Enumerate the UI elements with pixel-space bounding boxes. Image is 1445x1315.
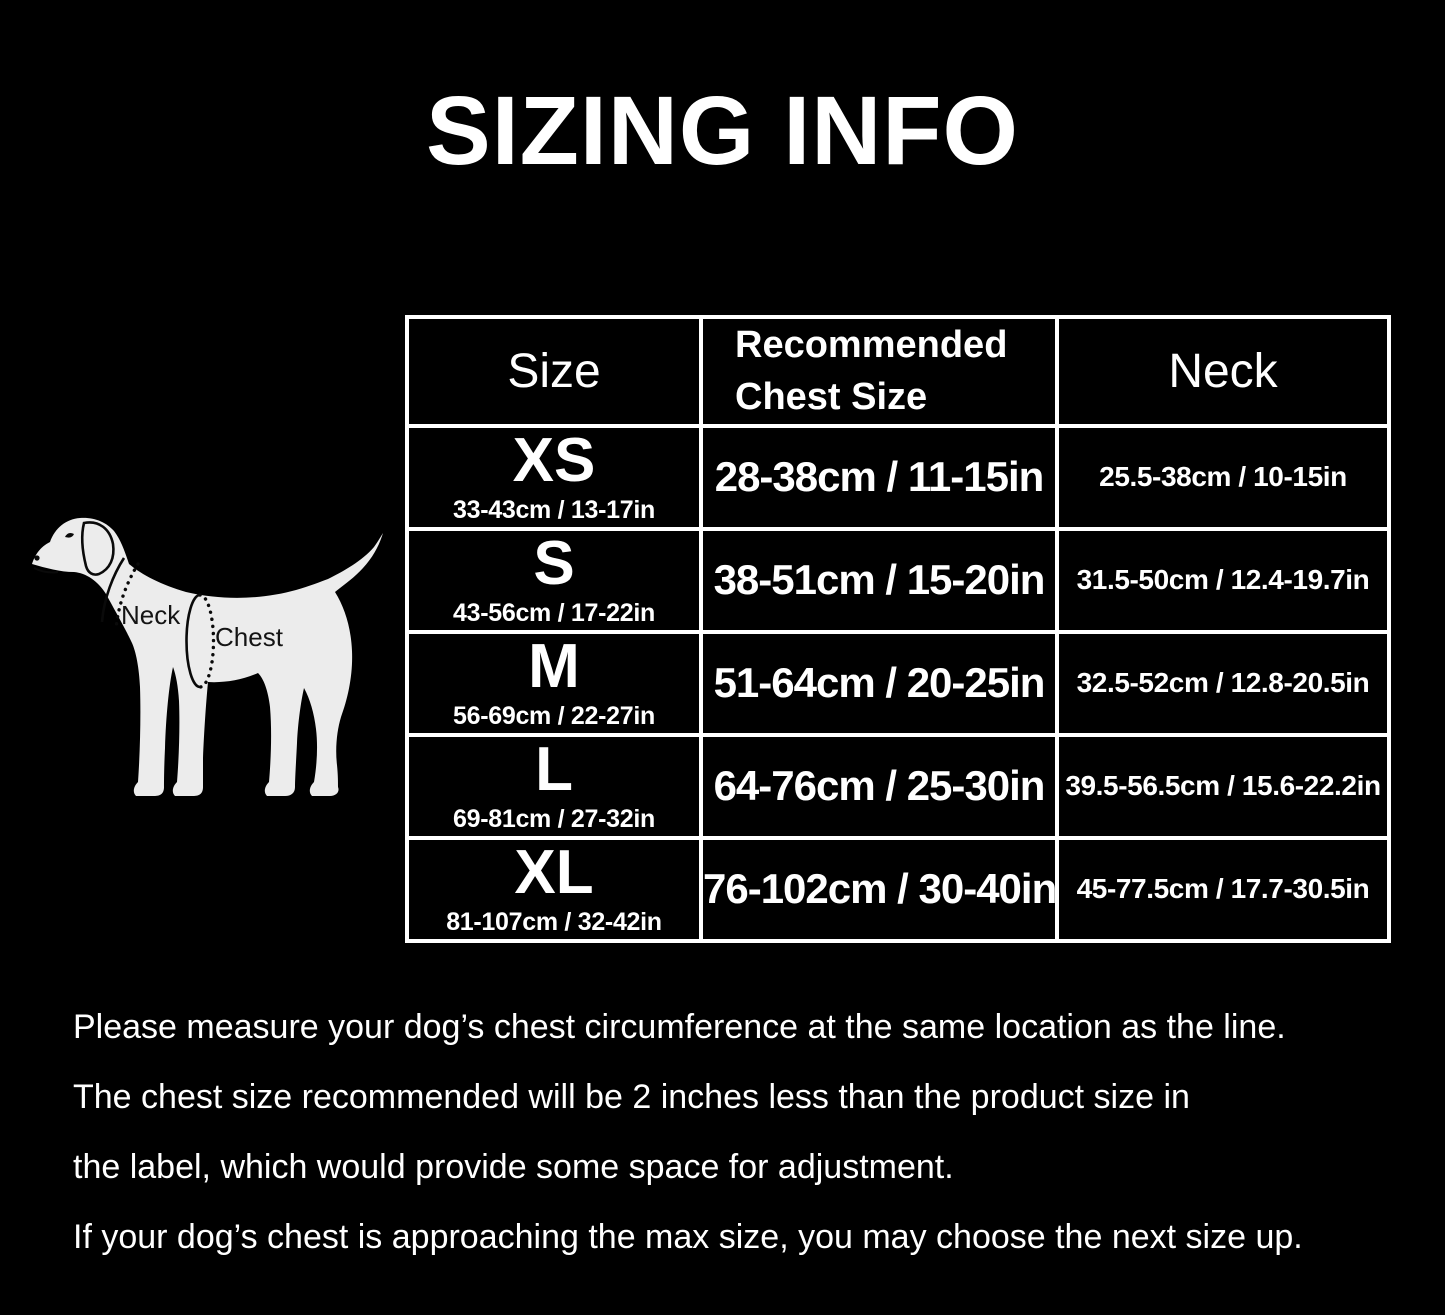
- header-chest: Recommended Chest Size: [699, 315, 1059, 428]
- size-range: 43-56cm / 17-22in: [453, 599, 655, 628]
- size-cell: S 43-56cm / 17-22in: [405, 526, 703, 634]
- chest-measure-label: Chest: [215, 622, 284, 652]
- note-line: If your dog’s chest is approaching the m…: [73, 1218, 1303, 1256]
- table-header-row: Size Recommended Chest Size Neck: [405, 315, 1391, 428]
- chest-cell: 64-76cm / 25-30in: [699, 732, 1059, 840]
- neck-cell: 31.5-50cm / 12.4-19.7in: [1055, 526, 1391, 634]
- table-row-s: S 43-56cm / 17-22in 38-51cm / 15-20in 31…: [405, 526, 1391, 634]
- size-label: XS: [512, 426, 596, 496]
- sizing-table: Size Recommended Chest Size Neck XS 33-4…: [405, 315, 1391, 943]
- chest-cell: 28-38cm / 11-15in: [699, 423, 1059, 531]
- note-line: Please measure your dog’s chest circumfe…: [73, 1008, 1286, 1046]
- neck-cell: 45-77.5cm / 17.7-30.5in: [1055, 835, 1391, 943]
- chest-cell: 51-64cm / 20-25in: [699, 629, 1059, 737]
- neck-cell: 39.5-56.5cm / 15.6-22.2in: [1055, 732, 1391, 840]
- table-row-m: M 56-69cm / 22-27in 51-64cm / 20-25in 32…: [405, 629, 1391, 737]
- size-range: 81-107cm / 32-42in: [446, 908, 662, 937]
- neck-measure-label: Neck: [121, 600, 181, 630]
- note-line: The chest size recommended will be 2 inc…: [73, 1078, 1190, 1116]
- size-label: L: [535, 735, 573, 805]
- size-range: 69-81cm / 27-32in: [453, 805, 655, 834]
- size-cell: M 56-69cm / 22-27in: [405, 629, 703, 737]
- size-cell: XS 33-43cm / 13-17in: [405, 423, 703, 531]
- table-row-l: L 69-81cm / 27-32in 64-76cm / 25-30in 39…: [405, 732, 1391, 840]
- size-range: 56-69cm / 22-27in: [453, 702, 655, 731]
- size-label: XL: [514, 838, 594, 908]
- neck-cell: 25.5-38cm / 10-15in: [1055, 423, 1391, 531]
- neck-cell: 32.5-52cm / 12.8-20.5in: [1055, 629, 1391, 737]
- measurement-notes: Please measure your dog’s chest circumfe…: [73, 992, 1445, 1272]
- header-size: Size: [405, 315, 703, 428]
- size-cell: L 69-81cm / 27-32in: [405, 732, 703, 840]
- size-cell: XL 81-107cm / 32-42in: [405, 835, 703, 943]
- chest-cell: 38-51cm / 15-20in: [699, 526, 1059, 634]
- page-title: SIZING INFO: [426, 76, 1019, 185]
- dog-silhouette-icon: Neck Chest: [32, 517, 383, 796]
- header-neck: Neck: [1055, 315, 1391, 428]
- size-label: M: [528, 632, 580, 702]
- note-line: the label, which would provide some spac…: [73, 1148, 954, 1186]
- dog-measurement-diagram: Neck Chest: [24, 506, 390, 800]
- table-row-xs: XS 33-43cm / 13-17in 28-38cm / 11-15in 2…: [405, 423, 1391, 531]
- chest-cell: 76-102cm / 30-40in: [699, 835, 1059, 943]
- size-range: 33-43cm / 13-17in: [453, 496, 655, 525]
- size-label: S: [533, 529, 575, 599]
- table-row-xl: XL 81-107cm / 32-42in 76-102cm / 30-40in…: [405, 835, 1391, 943]
